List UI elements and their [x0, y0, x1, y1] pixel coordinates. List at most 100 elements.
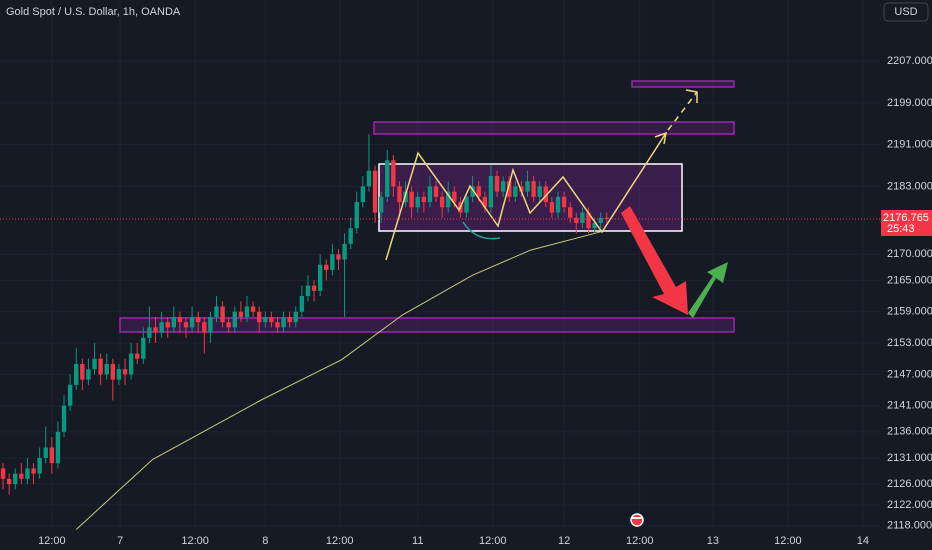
y-tick-label: 2153.000	[887, 337, 932, 349]
candle-body	[488, 175, 494, 208]
bullish-arrow	[688, 262, 728, 318]
projection	[667, 91, 698, 131]
candle-body	[189, 316, 195, 328]
candle-body	[494, 175, 500, 192]
candle-body	[55, 431, 61, 464]
candle-body	[256, 311, 262, 323]
resistance-zone	[373, 121, 735, 135]
y-tick-label: 2118.000	[887, 520, 932, 532]
candle-body	[159, 322, 164, 333]
candle-body	[293, 311, 298, 323]
candle-body	[153, 327, 158, 333]
candle-body	[232, 311, 237, 328]
candle-body	[25, 468, 30, 479]
arrow-head	[685, 89, 698, 103]
candle-body	[348, 228, 353, 244]
candle-body	[378, 196, 384, 213]
candle-body	[525, 181, 530, 192]
candle-body	[372, 170, 378, 213]
candle-body	[598, 217, 603, 223]
moving-average	[75, 231, 601, 530]
candle-body	[464, 196, 469, 213]
candle-body	[427, 186, 433, 203]
candle-body	[171, 316, 177, 328]
x-tick-label: 11	[412, 535, 423, 547]
drawings	[385, 89, 728, 318]
candle-body	[561, 196, 567, 208]
candle-body	[263, 316, 268, 323]
candle-body	[214, 306, 219, 317]
y-tick-label: 2131.000	[887, 452, 932, 464]
currency-button[interactable]	[883, 2, 929, 22]
candle-body	[37, 457, 42, 474]
candles	[0, 134, 609, 530]
y-tick-label: 2126.000	[887, 478, 932, 490]
x-tick-label: 12:00	[38, 535, 66, 547]
candle-body	[43, 447, 48, 458]
candle-body	[446, 191, 451, 208]
candle-body	[61, 405, 67, 432]
candle-body	[531, 181, 536, 197]
candle-body	[86, 369, 91, 380]
candle-body	[67, 384, 73, 406]
candle-body	[574, 217, 579, 223]
candle-body	[250, 306, 256, 312]
y-tick-label: 2170.000	[887, 248, 932, 260]
candle-body	[226, 322, 231, 328]
candle-body	[6, 478, 12, 485]
zigzag	[385, 132, 667, 261]
event-icon[interactable]	[630, 513, 644, 527]
candle-body	[269, 316, 274, 323]
x-tick-label: 7	[117, 535, 123, 547]
candle-body	[287, 316, 292, 323]
candle-body	[165, 322, 170, 328]
currency-label[interactable]: USD	[894, 6, 917, 18]
y-tick-label: 2141.000	[887, 400, 932, 412]
price-axis	[880, 0, 932, 550]
candle-body	[568, 207, 573, 218]
candle-body	[543, 186, 549, 203]
x-tick-label: 13	[707, 535, 719, 547]
candle-body	[482, 196, 488, 208]
candle-body	[592, 222, 597, 229]
grid	[0, 0, 880, 530]
candle-body	[98, 358, 103, 375]
y-tick-label: 2136.000	[887, 426, 932, 438]
candle-body	[421, 196, 427, 203]
candle-body	[305, 285, 311, 297]
candle-body	[409, 191, 414, 208]
x-tick-label: 12:00	[479, 535, 507, 547]
candle-body	[74, 363, 79, 385]
candle-body	[244, 306, 250, 317]
candle-body	[385, 160, 390, 197]
y-tick-label: 2207.000	[887, 55, 932, 67]
candle-body	[366, 170, 372, 187]
chart-title: Gold Spot / U.S. Dollar, 1h, OANDA	[6, 6, 181, 18]
candle-body	[360, 186, 366, 203]
candle-body	[586, 212, 591, 229]
candle-body	[275, 322, 280, 328]
candle-body	[80, 363, 85, 380]
y-tick-label: 2122.000	[887, 499, 932, 511]
candle-body	[147, 327, 152, 338]
candle-body	[555, 196, 561, 213]
candle-body	[299, 296, 305, 312]
y-tick-label: 2165.000	[887, 274, 932, 286]
candle-body	[476, 186, 481, 197]
candle-body	[183, 322, 189, 328]
x-tick-label: 14	[857, 535, 869, 547]
y-tick-label: 2159.000	[887, 306, 932, 318]
candle-body	[452, 191, 457, 203]
y-tick-label: 2199.000	[887, 97, 932, 109]
candle-body	[92, 358, 97, 370]
candle-body	[470, 186, 475, 197]
last-price-label: 2176.765	[883, 212, 929, 224]
y-tick-label: 2191.000	[887, 139, 932, 151]
x-tick-label: 12:00	[326, 535, 354, 547]
x-tick-label: 12:00	[181, 535, 209, 547]
x-tick-label: 8	[262, 535, 268, 547]
arrow-head	[654, 131, 667, 145]
candle-body	[202, 322, 207, 333]
candle-body	[342, 243, 347, 260]
